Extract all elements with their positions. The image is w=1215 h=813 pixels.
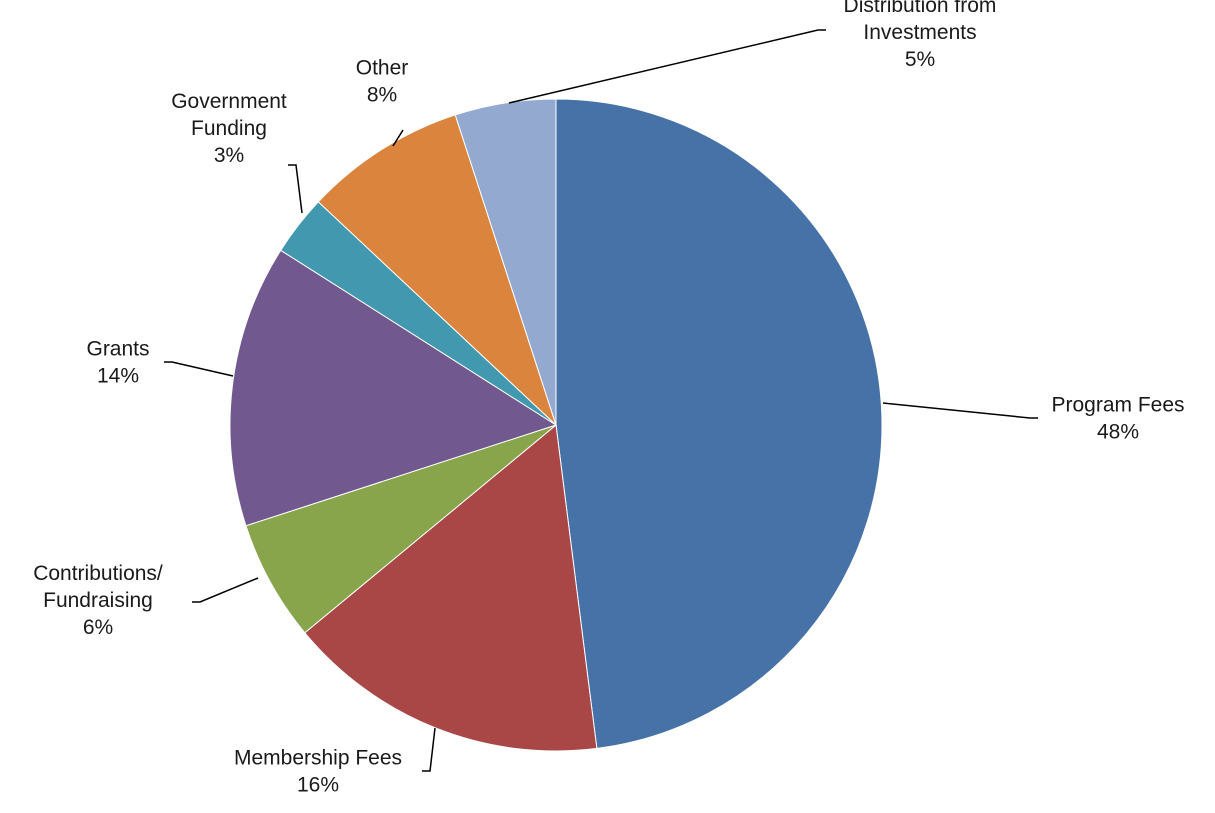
slice-name-label: Grants (86, 338, 149, 361)
slice-percent-label: 5% (905, 48, 935, 71)
slice-label: Program Fees 48% (1051, 394, 1184, 444)
leader-line (192, 577, 259, 603)
leader-line (422, 727, 436, 772)
slice-label: Grants 14% (86, 338, 149, 388)
pie-slice-membership-fees (304, 424, 598, 752)
slices-layer (229, 98, 883, 752)
slice-name-label: Fundraising (43, 589, 153, 612)
slice-name-label: Program Fees (1051, 394, 1184, 417)
slice-percent-label: 6% (83, 616, 113, 639)
leader-line (392, 129, 404, 147)
slice-percent-label: 16% (297, 774, 339, 797)
slice-label: Membership Fees 16% (234, 747, 402, 797)
leader-line (882, 402, 1038, 419)
slice-percent-label: 3% (214, 144, 244, 167)
leader-line (508, 29, 826, 104)
slice-percent-label: 14% (97, 365, 139, 388)
slice-label: Government Funding 3% (171, 90, 287, 167)
slice-name-label: Investments (863, 21, 976, 44)
leader-line (288, 164, 303, 214)
pie-slice-grants (229, 249, 558, 527)
slice-name-label: Distribution from (844, 0, 997, 17)
labels-layer: Program Fees 48% Membership Fees 16% Contrib… (33, 0, 1184, 797)
leader-line (164, 361, 234, 377)
slice-name-label: Government (171, 90, 287, 113)
slice-label: Other 8% (356, 57, 409, 107)
pie-slice-other (317, 114, 557, 426)
pie-slice-contributions-fundraising (245, 424, 557, 634)
slice-name-label: Other (356, 57, 409, 80)
slice-name-label: Funding (191, 117, 267, 140)
slice-label: Contributions/Fundraising 6% (33, 562, 163, 639)
slice-percent-label: 8% (367, 84, 397, 107)
leader-lines-layer (164, 29, 1038, 772)
pie-slice-distribution-from-investments (454, 98, 557, 426)
slice-percent-label: 48% (1097, 421, 1139, 444)
slice-name-label: Contributions/ (33, 562, 163, 585)
pie-slice-program-fees (555, 98, 883, 749)
slice-label: Distribution from Investments 5% (844, 0, 997, 71)
slice-name-label: Membership Fees (234, 747, 402, 770)
